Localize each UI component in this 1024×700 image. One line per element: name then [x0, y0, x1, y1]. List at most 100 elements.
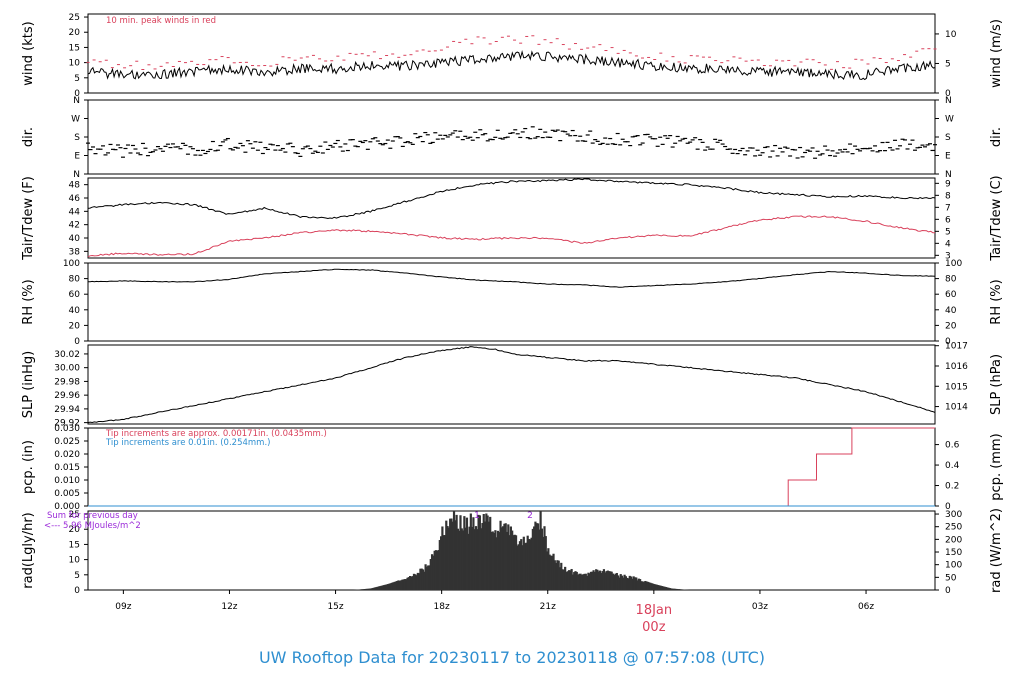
ytick-label-left-rh: 80	[69, 275, 81, 285]
xtick-label: 03z	[752, 602, 768, 612]
ytick-label-left-rad: 20	[69, 525, 81, 535]
series-wind-0	[87, 49, 936, 81]
ytick-label-left-rad: 15	[69, 540, 80, 550]
ytick-label-left-pcp: 0.025	[54, 437, 80, 447]
ytick-label-left-temp: 46	[69, 194, 81, 204]
ytick-label-right-temp: 9	[945, 179, 951, 189]
ytick-label-left-wind: 15	[69, 43, 80, 53]
ytick-label-left-temp: 48	[69, 181, 81, 191]
ytick-label-right-wind: 10	[945, 30, 957, 40]
ytick-label-left-temp: 40	[69, 234, 81, 244]
ytick-label-left-temp: 44	[69, 207, 81, 217]
series-temp-1	[87, 215, 935, 258]
ytick-label-left-wind: 5	[74, 74, 80, 84]
annotation-rad-sum: Sum for previous day	[47, 511, 138, 521]
panel-rad	[84, 510, 939, 591]
ylabel-right-dir: dir.	[989, 127, 1004, 147]
ytick-label-right-dir: N	[945, 96, 952, 106]
ytick-label-left-slp: 29.94	[54, 405, 80, 415]
ytick-label-right-temp: 3	[945, 251, 951, 261]
ylabel-left-temp: Tair/Tdew (F)	[21, 176, 36, 261]
ytick-label-right-rh: 80	[945, 275, 957, 285]
series-temp-0	[87, 178, 936, 220]
ytick-label-right-rad: 0	[945, 586, 951, 596]
panel-wind	[84, 13, 939, 94]
xtick-label: 06z	[858, 602, 874, 612]
ylabel-left-rh: RH (%)	[21, 279, 36, 324]
ylabel-left-pcp: pcp. (in)	[21, 440, 36, 494]
series-pcp-0	[88, 427, 935, 507]
ytick-label-right-dir: W	[945, 115, 954, 125]
annotation-pcp-0: Tip increments are approx. 0.00171in. (0…	[105, 429, 327, 439]
ytick-label-right-rad: 250	[945, 523, 962, 533]
ytick-label-right-dir: N	[945, 170, 952, 180]
ytick-label-right-dir: S	[945, 133, 951, 143]
series-rh-0	[88, 268, 936, 288]
ylabel-right-wind: wind (m/s)	[989, 19, 1004, 88]
ytick-label-right-rad: 100	[945, 561, 962, 571]
ytick-label-left-rh: 20	[69, 321, 81, 331]
ytick-label-right-temp: 7	[945, 203, 951, 213]
panel-frame-dir	[87, 99, 936, 175]
ylabel-right-pcp: pcp. (mm)	[989, 433, 1004, 500]
ytick-label-left-wind: 25	[69, 13, 80, 23]
ytick-label-left-rh: 0	[74, 337, 80, 347]
ytick-label-left-rh: 60	[69, 290, 81, 300]
ytick-label-right-rh: 100	[945, 259, 962, 269]
ytick-label-left-temp: 38	[69, 247, 81, 257]
panel-frame-slp	[87, 344, 936, 425]
ytick-label-right-pcp: 0.6	[945, 441, 960, 451]
panel-pcp	[84, 427, 939, 507]
xtick-label: 12z	[221, 602, 237, 612]
annotation-wind: 10 min. peak winds in red	[106, 16, 216, 26]
ytick-label-right-temp: 5	[945, 227, 951, 237]
ytick-label-right-rad: 200	[945, 535, 962, 545]
ytick-label-left-slp: 29.92	[54, 419, 80, 429]
ytick-label-right-rh: 20	[945, 321, 957, 331]
annotation-rad-mj: <--- 5.96 MJoules/m^2	[44, 521, 141, 531]
ytick-label-left-dir: E	[74, 152, 80, 162]
ylabel-left-rad: rad(Lgly/hr)	[21, 512, 36, 588]
ytick-label-left-dir: W	[71, 115, 80, 125]
date-label: 18Jan	[636, 603, 673, 618]
ytick-label-left-wind: 20	[69, 28, 81, 38]
ytick-label-left-dir: N	[73, 96, 80, 106]
ytick-label-left-pcp: 0.030	[54, 424, 80, 434]
panel-slp	[84, 344, 939, 425]
ytick-label-right-rh: 40	[945, 306, 957, 316]
ytick-label-right-rh: 0	[945, 337, 951, 347]
xtick-label: 21z	[540, 602, 556, 612]
ytick-label-left-dir: S	[74, 133, 80, 143]
ytick-label-left-pcp: 0.015	[54, 463, 80, 473]
ytick-label-left-pcp: 0.005	[54, 489, 80, 499]
ytick-label-right-wind: 0	[945, 89, 951, 99]
ytick-label-right-rad: 50	[945, 573, 957, 583]
ylabel-right-temp: Tair/Tdew (C)	[989, 175, 1004, 261]
xtick-label: 15z	[327, 602, 343, 612]
ytick-label-right-temp: 4	[945, 239, 951, 249]
ytick-label-right-pcp: 0	[945, 502, 951, 512]
ytick-label-left-slp: 29.96	[54, 391, 80, 401]
ytick-label-left-rad: 5	[74, 571, 80, 581]
xtick-label: 18z	[434, 602, 450, 612]
panel-temp	[84, 177, 939, 259]
ytick-label-left-slp: 29.98	[54, 377, 80, 387]
date-sub-label: 00z	[642, 620, 666, 635]
ytick-label-right-dir: E	[945, 152, 951, 162]
ylabel-left-dir: dir.	[21, 127, 36, 147]
ytick-label-left-rh: 40	[69, 306, 81, 316]
ytick-label-right-temp: 6	[945, 215, 951, 225]
ytick-label-right-rad: 300	[945, 510, 962, 520]
annotation-rad-1: 1	[474, 511, 480, 521]
ytick-label-left-pcp: 0.020	[54, 450, 80, 460]
ytick-label-left-rh: 100	[63, 259, 80, 269]
ylabel-right-rh: RH (%)	[989, 279, 1004, 324]
ytick-label-left-rad: 25	[69, 510, 80, 520]
ytick-label-right-wind: 5	[945, 59, 951, 69]
ylabel-left-slp: SLP (inHg)	[21, 351, 36, 419]
ytick-label-left-wind: 0	[74, 89, 80, 99]
ytick-label-left-rad: 0	[74, 586, 80, 596]
ytick-label-right-slp: 1015	[945, 382, 968, 392]
ylabel-right-slp: SLP (hPa)	[989, 354, 1004, 415]
